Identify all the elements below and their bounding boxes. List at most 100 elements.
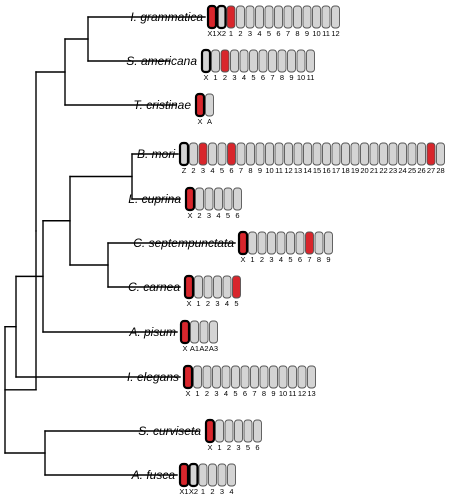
chromosome-bar — [287, 49, 296, 73]
chromosome-bar — [360, 142, 369, 166]
taxon-name: T. cristinae — [133, 98, 191, 112]
chromosome-label: 10 — [312, 29, 320, 38]
chromosome-label: 2 — [227, 443, 231, 452]
chromosome-label: 5 — [246, 443, 250, 452]
chromosome-bar — [208, 142, 217, 166]
chromosome-bar — [306, 49, 315, 73]
chromosome-bar — [407, 142, 417, 166]
chromosome-bar — [268, 49, 277, 73]
chromosome-label: 4 — [242, 73, 246, 82]
chromosome-label: 24 — [398, 166, 406, 175]
chromosome-label: 8 — [295, 29, 299, 38]
chromosome-label: 8 — [317, 255, 321, 264]
chromosome-label: 6 — [298, 255, 302, 264]
chromosome-label: X — [203, 73, 208, 82]
chromosome-label: 2 — [223, 73, 227, 82]
chromosome-bar — [293, 5, 302, 29]
chromosome-bar — [350, 142, 360, 166]
chromosome-bar — [190, 320, 199, 344]
chromosome-bar — [221, 365, 231, 389]
chromosome-label: 23 — [389, 166, 397, 175]
chromosome-label: 12 — [298, 389, 306, 398]
chromosome-bar — [213, 275, 222, 299]
chromosome-label: 5 — [233, 389, 237, 398]
chromosome-bar — [302, 5, 312, 29]
chromosome-label: 11 — [275, 166, 283, 175]
chromosome-bar — [226, 5, 236, 29]
chromosome-bar — [215, 419, 224, 443]
taxon-name: C. carnea — [128, 280, 180, 294]
chromosome-label: 25 — [408, 166, 416, 175]
chromosome-bar — [296, 49, 306, 73]
chromosome-bar — [236, 5, 245, 29]
chromosome-label: 4 — [216, 211, 220, 220]
chromosome-bar — [182, 364, 194, 390]
chromosome-label: 5 — [220, 166, 224, 175]
chromosome-bar — [240, 365, 250, 389]
chromosome-bar — [179, 319, 191, 345]
chromosome-label: 9 — [271, 389, 275, 398]
taxon-name: A. pisum — [128, 325, 176, 339]
chromosome-bar — [369, 142, 379, 166]
chromosome-label: 4 — [257, 29, 261, 38]
chromosome-bar — [255, 5, 264, 29]
chromosome-bar — [303, 142, 312, 166]
chromosome-label: 4 — [224, 389, 228, 398]
chromosome-label: X — [207, 443, 212, 452]
chromosome-bar — [178, 141, 190, 167]
chromosome-bar — [194, 92, 206, 118]
chromosome-label: 3 — [220, 487, 224, 496]
chromosome-label: 11 — [307, 73, 315, 82]
chromosome-label: 6 — [261, 73, 265, 82]
chromosome-bar — [250, 365, 259, 389]
chromosome-label: 5 — [267, 29, 271, 38]
chromosome-label: X — [185, 389, 190, 398]
chromosome-bar — [264, 5, 274, 29]
chromosome-label: X2 — [189, 487, 198, 496]
chromosome-label: A1 — [190, 344, 199, 353]
chromosome-bar — [257, 231, 267, 255]
chromosome-label: 3 — [236, 443, 240, 452]
chromosome-bar — [202, 365, 212, 389]
chromosome-label: 28 — [436, 166, 444, 175]
taxon-name: S. curviseta — [138, 424, 201, 438]
chromosome-bar — [220, 49, 230, 73]
taxon-name: I. elegans — [127, 370, 179, 384]
chromosome-bar — [288, 365, 297, 389]
chromosome-bar — [436, 142, 445, 166]
chromosome-bar — [398, 142, 407, 166]
chromosome-bar — [178, 462, 190, 488]
chromosome-bar — [312, 5, 321, 29]
chromosome-bar — [314, 231, 324, 255]
chromosome-label: 3 — [248, 29, 252, 38]
chromosome-label: 4 — [210, 166, 214, 175]
chromosome-bar — [223, 187, 233, 211]
chromosome-bar — [331, 5, 340, 29]
taxon-name: A. fusca — [131, 468, 176, 482]
chromosome-label: 4 — [225, 299, 229, 308]
chromosome-bar — [277, 49, 287, 73]
taxon-row: S. americana X 1 2 3 4 5 6 7 8 9 10 11 — [126, 48, 315, 82]
chromosome-label: 1 — [229, 29, 233, 38]
chromosome-bar — [200, 48, 212, 74]
chromosome-bar — [203, 275, 213, 299]
chromosome-label: 5 — [226, 211, 230, 220]
chromosome-label: 10 — [265, 166, 273, 175]
chromosome-label: 7 — [307, 255, 311, 264]
chromosome-bar — [237, 230, 249, 256]
chromosome-label: 13 — [307, 389, 315, 398]
chromosome-bar — [198, 142, 208, 166]
chromosome-label: 12 — [331, 29, 339, 38]
chromosome-bar — [208, 463, 217, 487]
chromosome-bar — [230, 49, 239, 73]
chromosome-bar — [199, 320, 209, 344]
chromosome-bar — [234, 419, 243, 443]
chromosome-label: X — [187, 211, 192, 220]
chromosome-bar — [305, 231, 314, 255]
chromosome-bar — [286, 231, 295, 255]
taxon-name: L. cuprina — [128, 192, 181, 206]
chromosome-label: 9 — [289, 73, 293, 82]
